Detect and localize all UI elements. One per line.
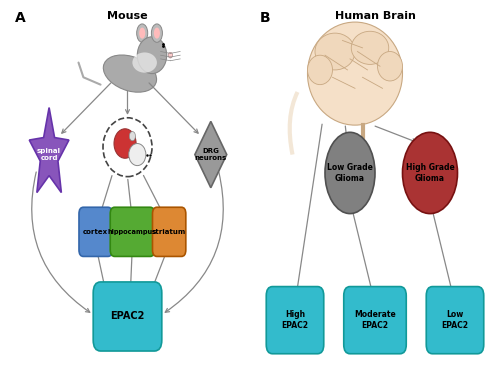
Text: striatum: striatum — [152, 229, 186, 235]
Ellipse shape — [138, 37, 166, 74]
Ellipse shape — [154, 28, 160, 39]
Text: spinal
cord: spinal cord — [37, 148, 61, 161]
Ellipse shape — [130, 132, 136, 141]
Text: High
EPAC2: High EPAC2 — [282, 311, 308, 330]
Ellipse shape — [308, 55, 332, 85]
Text: Low
EPAC2: Low EPAC2 — [442, 311, 468, 330]
Text: A: A — [15, 11, 26, 25]
Ellipse shape — [136, 24, 147, 42]
Ellipse shape — [132, 53, 157, 73]
Text: EPAC2: EPAC2 — [110, 311, 144, 322]
Text: High Grade
Glioma: High Grade Glioma — [406, 163, 454, 183]
Ellipse shape — [378, 52, 402, 81]
Text: cortex: cortex — [83, 229, 108, 235]
Text: Low Grade
Glioma: Low Grade Glioma — [327, 163, 373, 183]
Text: hippocampus: hippocampus — [108, 229, 157, 235]
FancyBboxPatch shape — [79, 207, 112, 256]
Text: DRG
neurons: DRG neurons — [194, 148, 227, 161]
Text: Human Brain: Human Brain — [334, 11, 415, 21]
Polygon shape — [195, 121, 226, 188]
Text: Mouse: Mouse — [107, 11, 148, 21]
Ellipse shape — [308, 22, 402, 125]
Ellipse shape — [402, 132, 458, 213]
Ellipse shape — [325, 132, 375, 213]
FancyBboxPatch shape — [344, 287, 406, 354]
Ellipse shape — [114, 129, 136, 158]
Ellipse shape — [128, 144, 146, 166]
Ellipse shape — [315, 33, 355, 70]
FancyBboxPatch shape — [93, 282, 162, 351]
FancyBboxPatch shape — [426, 287, 484, 354]
Text: Moderate
EPAC2: Moderate EPAC2 — [354, 311, 396, 330]
Text: B: B — [260, 11, 270, 25]
Ellipse shape — [152, 24, 162, 42]
FancyBboxPatch shape — [266, 287, 324, 354]
Polygon shape — [30, 107, 69, 192]
Ellipse shape — [351, 31, 389, 64]
Ellipse shape — [139, 28, 145, 39]
FancyBboxPatch shape — [110, 207, 154, 256]
FancyBboxPatch shape — [152, 207, 186, 256]
Ellipse shape — [168, 53, 172, 58]
Ellipse shape — [104, 55, 156, 92]
